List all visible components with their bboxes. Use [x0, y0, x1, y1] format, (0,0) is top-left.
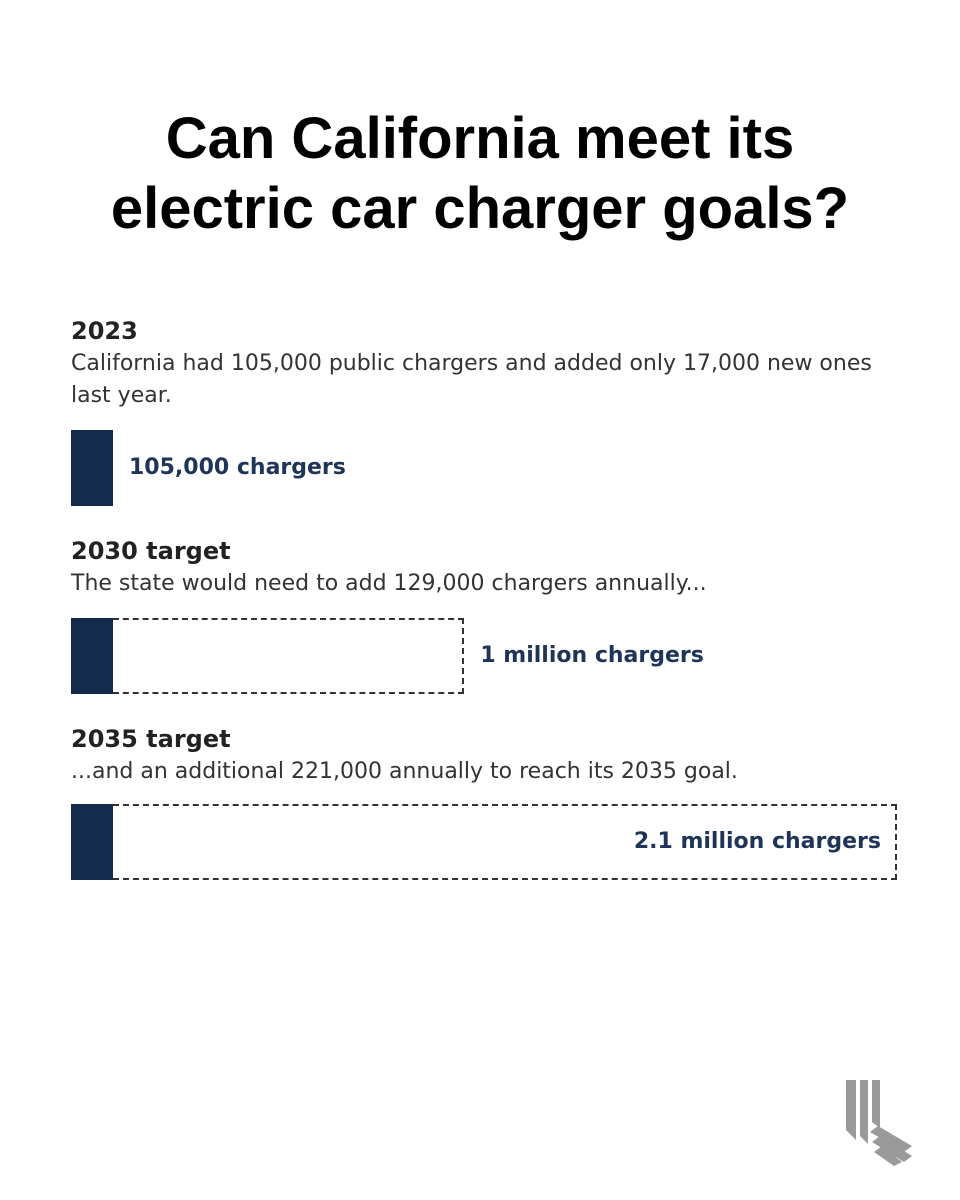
- bar-value-label: 1 million chargers: [480, 643, 704, 668]
- section-description: California had 105,000 public chargers a…: [71, 351, 872, 408]
- bar-current: [71, 430, 113, 506]
- title-line-1: Can California meet its: [165, 106, 795, 171]
- section-heading: 2030 target: [71, 537, 231, 565]
- bar-row-2030: 1 million chargers: [71, 618, 911, 694]
- page-title: Can California meet its electric car cha…: [40, 104, 920, 244]
- section-2023: 2023 California had 105,000 public charg…: [71, 316, 911, 412]
- title-line-2: electric car charger goals?: [110, 176, 850, 241]
- bar-row-2023: 105,000 chargers: [71, 430, 911, 506]
- section-description: The state would need to add 129,000 char…: [71, 571, 707, 596]
- section-2030: 2030 target The state would need to add …: [71, 536, 911, 600]
- section-heading: 2035 target: [71, 725, 231, 753]
- bar-target-outline: [113, 618, 465, 694]
- bar-value-label: 2.1 million chargers: [633, 829, 881, 854]
- bar-current: [71, 618, 113, 694]
- bar-target-outline: [113, 804, 897, 880]
- bar-value-label: 105,000 chargers: [129, 455, 346, 480]
- bar-row-2035: 2.1 million chargers: [71, 804, 911, 880]
- section-description: ...and an additional 221,000 annually to…: [71, 759, 738, 784]
- section-2035: 2035 target ...and an additional 221,000…: [71, 724, 911, 788]
- section-heading: 2023: [71, 317, 138, 345]
- bar-current: [71, 804, 113, 880]
- calmatters-logo-icon: [846, 1080, 912, 1166]
